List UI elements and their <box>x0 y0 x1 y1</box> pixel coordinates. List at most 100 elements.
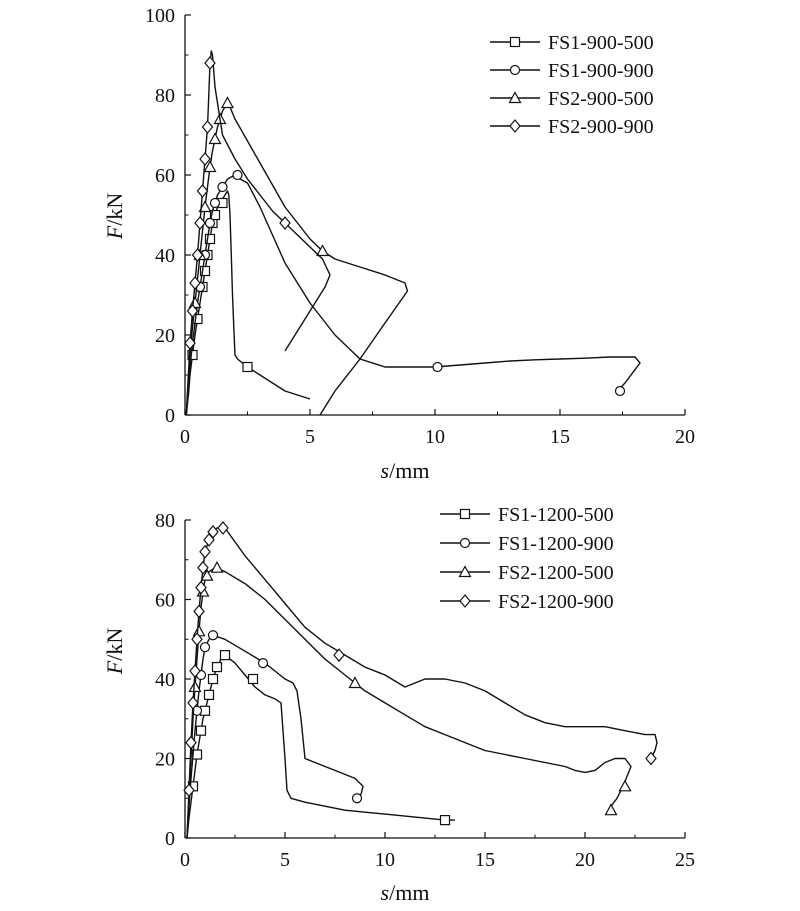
y-tick-label: 60 <box>155 590 175 612</box>
data-point-square <box>187 349 198 361</box>
x-axis-title-var: s <box>381 458 390 483</box>
series-line <box>185 174 641 416</box>
y-tick-label: 20 <box>155 749 175 771</box>
x-axis-title-unit: /mm <box>389 880 429 905</box>
legend-label: FS1-900-500 <box>548 32 654 54</box>
legend-item: FS2-1200-500 <box>440 562 614 584</box>
series-line <box>185 190 311 416</box>
data-point-diamond <box>191 632 203 647</box>
y-axis-title: F/kN <box>102 193 127 241</box>
data-point-triangle <box>348 676 362 689</box>
data-point-triangle <box>203 160 217 173</box>
data-point-square <box>207 673 219 685</box>
data-point-diamond <box>184 336 196 350</box>
y-axis-title-var: F <box>102 225 127 240</box>
data-point-square <box>219 650 231 661</box>
legend-label: FS1-1200-500 <box>498 504 614 526</box>
y-tick-label: 80 <box>155 510 175 532</box>
y-tick-label: 60 <box>155 165 175 187</box>
legend-marker-circle <box>459 537 471 549</box>
y-tick-label: 20 <box>155 325 175 347</box>
data-point-diamond <box>185 735 197 750</box>
data-point-triangle <box>200 568 214 581</box>
data-point-diamond <box>191 248 204 262</box>
data-point-triangle <box>604 803 618 816</box>
legend-item: FS1-900-500 <box>490 32 654 54</box>
legend-marker-diamond <box>459 594 471 608</box>
series-FS2-900-500 <box>185 96 409 416</box>
x-tick-label: 10 <box>375 849 395 871</box>
legend-label: FS2-1200-500 <box>498 562 614 584</box>
data-point-triangle <box>618 779 632 792</box>
chart-bottom: 0 5 10 15 20 25 0 20 40 60 80 s/mm F/kN FS1-1200-500 F… <box>102 504 695 905</box>
x-axis-title-var: s <box>381 880 390 905</box>
legend-item: FS2-900-900 <box>490 116 654 138</box>
data-point-diamond <box>193 604 205 619</box>
legend-label: FS2-900-500 <box>548 88 654 110</box>
y-axis-title-var: F <box>102 660 127 675</box>
y-tick-label: 100 <box>145 5 175 27</box>
y-tick-label: 40 <box>155 669 175 691</box>
data-point-triangle <box>220 96 235 109</box>
legend-marker-diamond <box>509 119 521 133</box>
data-point-triangle <box>198 200 212 213</box>
data-point-diamond <box>645 751 657 766</box>
data-point-diamond <box>189 276 201 290</box>
legend-marker-square <box>509 36 521 48</box>
data-point-square <box>203 689 215 701</box>
data-point-triangle <box>315 244 330 257</box>
y-tick-label: 0 <box>165 405 175 427</box>
x-tick-label: 15 <box>475 849 495 871</box>
y-axis-title-unit: /kN <box>102 628 127 661</box>
legend-item: FS2-900-500 <box>490 88 654 110</box>
data-point-diamond <box>201 120 214 134</box>
data-point-square <box>199 265 211 277</box>
legend-label: FS2-900-900 <box>548 116 654 138</box>
data-point-diamond <box>186 304 199 318</box>
series-FS2-1200-900 <box>183 521 658 839</box>
data-point-triangle <box>188 680 202 693</box>
series-FS1-1200-900 <box>186 630 364 839</box>
series-line <box>185 102 409 416</box>
data-point-diamond <box>187 695 199 710</box>
legend-item: FS2-1200-900 <box>440 591 614 613</box>
legend-item: FS1-1200-900 <box>440 533 614 555</box>
x-tick-label: 0 <box>180 426 190 448</box>
x-axis-title-unit: /mm <box>389 458 429 483</box>
data-point-circle <box>204 217 216 229</box>
data-point-circle <box>232 169 243 181</box>
data-point-square <box>439 815 451 826</box>
x-tick-label: 0 <box>180 849 190 871</box>
legend-label: FS2-1200-900 <box>498 591 614 613</box>
data-point-triangle <box>208 132 222 145</box>
data-point-triangle <box>210 560 224 573</box>
data-point-diamond <box>207 524 219 539</box>
series-line <box>186 527 658 839</box>
y-tick-label: 40 <box>155 245 175 267</box>
y-tick-label: 0 <box>165 828 175 850</box>
x-tick-label: 15 <box>550 426 570 448</box>
data-point-square <box>242 361 253 373</box>
data-point-diamond <box>199 152 211 166</box>
data-point-diamond <box>189 664 201 678</box>
data-point-square <box>247 673 259 685</box>
x-tick-label: 25 <box>675 849 695 871</box>
y-axis-title-unit: /kN <box>102 193 127 226</box>
data-point-diamond <box>195 580 207 595</box>
series-FS2-900-900 <box>184 50 331 416</box>
x-axis-title: s/mm <box>381 458 430 483</box>
legend-marker-triangle <box>458 565 472 578</box>
legend-label: FS1-1200-900 <box>498 533 614 555</box>
data-point-circle <box>217 181 228 193</box>
series-line <box>186 634 364 839</box>
data-point-square <box>204 233 216 245</box>
x-tick-label: 20 <box>575 849 595 871</box>
x-axis-title: s/mm <box>381 880 430 905</box>
data-point-circle <box>257 657 269 669</box>
legend-item: FS1-1200-500 <box>440 504 614 526</box>
data-point-diamond <box>194 216 206 230</box>
data-point-circle <box>207 630 219 641</box>
x-tick-label: 20 <box>675 426 695 448</box>
data-point-diamond <box>183 783 195 798</box>
data-point-square <box>211 661 223 673</box>
